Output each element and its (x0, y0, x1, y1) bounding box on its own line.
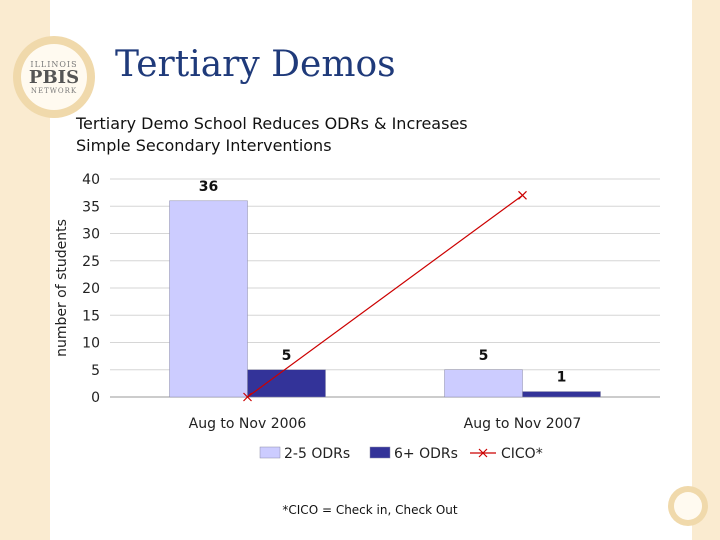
y-tick-label: 20 (82, 281, 100, 297)
chart-title-line-1: Tertiary Demo School Reduces ODRs & Incr… (76, 114, 468, 133)
series-marker-cico (518, 190, 527, 200)
bar-6-odrs (247, 369, 326, 398)
legend-label: 2-5 ODRs (284, 446, 350, 462)
series-marker-cico (243, 392, 252, 402)
y-tick-label: 5 (91, 363, 100, 379)
legend-swatch (369, 446, 391, 459)
x-tick-label: Aug to Nov 2007 (464, 416, 582, 432)
chart-title-line-2: Simple Secondary Interventions (76, 136, 332, 155)
pbis-logo: ILLINOIS PBIS NETWORK (13, 36, 95, 118)
logo-badge: ILLINOIS PBIS NETWORK (21, 44, 87, 110)
logo-top-text: ILLINOIS (30, 59, 78, 69)
bar-2-5-odrs (169, 200, 248, 398)
y-tick-label: 15 (82, 308, 100, 324)
data-label: 5 (479, 348, 489, 364)
bar-6-odrs (522, 391, 601, 398)
data-label: 36 (199, 179, 218, 195)
page-title: Tertiary Demos (115, 44, 396, 85)
series-line-cico (247, 194, 523, 398)
legend-label: CICO* (501, 446, 543, 462)
y-tick-label: 0 (91, 390, 100, 406)
corner-decoration (668, 486, 708, 526)
data-label: 1 (557, 370, 567, 386)
y-tick-label: 35 (82, 199, 100, 215)
x-tick-label: Aug to Nov 2006 (189, 416, 307, 432)
y-tick-label: 25 (82, 254, 100, 270)
y-tick-label: 40 (82, 172, 100, 188)
legend-swatch (259, 446, 281, 459)
bar-2-5-odrs (444, 369, 523, 398)
y-tick-label: 10 (82, 336, 100, 352)
legend-label: 6+ ODRs (394, 446, 458, 462)
y-axis-label: number of students (54, 219, 70, 357)
right-band (692, 0, 720, 540)
footnote: *CICO = Check in, Check Out (282, 503, 458, 517)
logo-bottom-text: NETWORK (30, 86, 78, 95)
corner-decoration-inner (674, 492, 702, 520)
data-label: 5 (282, 348, 292, 364)
y-tick-label: 30 (82, 227, 100, 243)
legend-marker (478, 448, 488, 458)
chart-title: Tertiary Demo School Reduces ODRs & Incr… (76, 113, 468, 157)
logo-middle-text: PBIS (28, 66, 80, 88)
